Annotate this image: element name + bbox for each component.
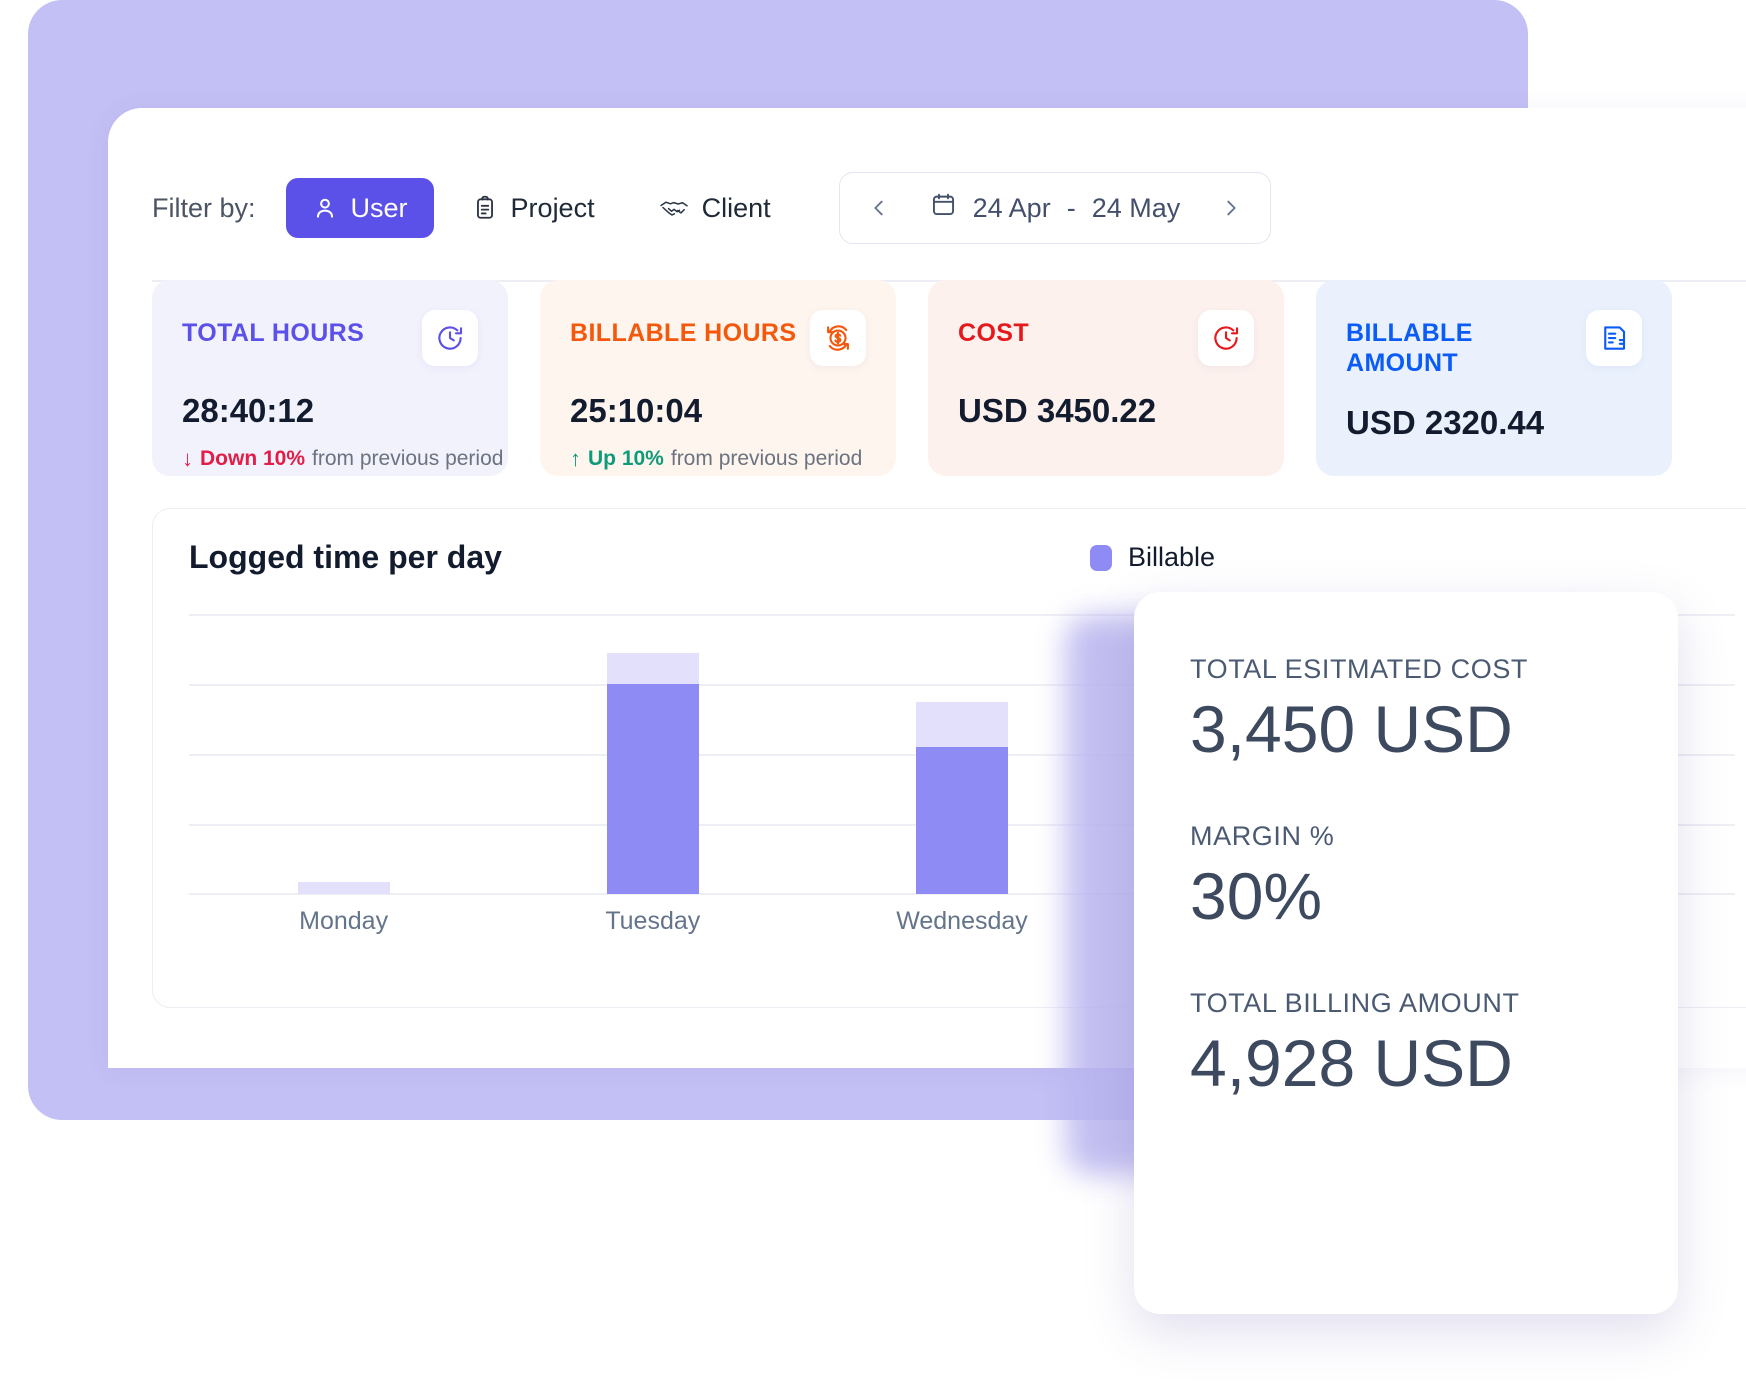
bar-stack[interactable]: [916, 701, 1008, 894]
kpi-row: TOTAL HOURS 28:40:12 ↓ Down 10% from pre…: [152, 280, 1746, 480]
kpi-trend: ↓ Down 10% from previous period: [182, 446, 503, 472]
filter-chip-client-label: Client: [701, 192, 771, 223]
kpi-card-billable-hours: BILLABLE HOURS 25:10:04 ↑ Up 10% from pr…: [540, 280, 896, 476]
gridline: [189, 684, 1735, 686]
popup-label: MARGIN %: [1190, 821, 1335, 851]
bar-column[interactable]: [189, 614, 498, 894]
kpi-title: COST: [958, 319, 1030, 347]
x-axis-label: Wednesday: [896, 907, 1028, 935]
date-range-start: 24 Apr: [972, 192, 1051, 223]
calendar-icon: [930, 191, 957, 225]
kpi-value: USD 2320.44: [1346, 404, 1545, 441]
popup-block-total-billing-amount: TOTAL BILLING AMOUNT 4,928 USD: [1190, 988, 1622, 1101]
kpi-trend-arrow: ↑: [570, 446, 581, 471]
chart-header: Logged time per day Billable: [153, 509, 1746, 576]
filter-bar: Filter by: User Project: [152, 160, 1722, 256]
chart-title: Logged time per day: [189, 539, 502, 575]
x-axis-label: Monday: [299, 907, 389, 935]
clipboard-icon: [472, 195, 498, 221]
bar-segment-non-billable[interactable]: [606, 652, 699, 684]
kpi-trend-rest: from previous period: [312, 447, 504, 470]
kpi-card-total-hours: TOTAL HOURS 28:40:12 ↓ Down 10% from pre…: [152, 280, 508, 476]
filter-chip-client[interactable]: Client: [633, 178, 797, 238]
chevron-left-icon[interactable]: [862, 191, 896, 225]
kpi-card-billable-amount: BILLABLE AMOUNT USD 2320.44: [1316, 280, 1672, 476]
bar-stack[interactable]: [606, 652, 699, 894]
kpi-card-cost: COST USD 3450.22: [928, 280, 1284, 476]
popup-value: 4,928 USD: [1190, 1026, 1513, 1100]
legend-swatch-billable: [1089, 544, 1112, 571]
kpi-trend: ↑ Up 10% from previous period: [570, 446, 866, 472]
popup-block-margin: MARGIN % 30%: [1190, 821, 1622, 934]
popup-label: TOTAL BILLING AMOUNT: [1190, 988, 1520, 1018]
clock-refresh-icon: [1198, 310, 1254, 366]
kpi-title: BILLABLE HOURS: [570, 319, 797, 347]
kpi-trend-delta: Down 10%: [200, 447, 306, 470]
chevron-right-icon[interactable]: [1214, 191, 1248, 225]
date-range-picker[interactable]: 24 Apr - 24 May: [838, 172, 1272, 244]
chart-legend: Billable: [1089, 542, 1215, 573]
kpi-trend-arrow: ↓: [182, 446, 193, 471]
invoice-icon: [1586, 310, 1642, 366]
popup-block-total-estimated-cost: TOTAL ESITMATED COST 3,450 USD: [1190, 654, 1622, 767]
bar-column[interactable]: [498, 614, 807, 894]
bar-segment-billable[interactable]: [606, 684, 699, 894]
kpi-trend-delta: Up 10%: [588, 447, 664, 470]
bar-stack[interactable]: [297, 881, 390, 894]
popup-label: TOTAL ESITMATED COST: [1190, 654, 1529, 684]
kpi-trend-rest: from previous period: [670, 447, 863, 470]
bar-column[interactable]: [807, 614, 1116, 894]
bar-segment-non-billable[interactable]: [916, 701, 1008, 747]
kpi-value: 28:40:12: [182, 392, 315, 429]
legend-label-billable: Billable: [1127, 542, 1215, 572]
bar-segment-billable[interactable]: [916, 747, 1008, 894]
bar-segment-non-billable[interactable]: [297, 881, 390, 894]
kpi-title: BILLABLE AMOUNT: [1346, 319, 1473, 377]
filter-chip-project-label: Project: [510, 192, 595, 223]
kpi-value: 25:10:04: [570, 392, 703, 429]
kpi-value: USD 3450.22: [958, 392, 1157, 429]
filter-by-label: Filter by:: [152, 192, 256, 223]
popup-value: 3,450 USD: [1190, 692, 1513, 766]
dollar-refresh-icon: [810, 310, 866, 366]
user-icon: [312, 195, 338, 221]
summary-popup-card: TOTAL ESITMATED COST 3,450 USD MARGIN % …: [1134, 592, 1678, 1314]
filter-chip-user-label: User: [350, 192, 408, 223]
date-range-end: 24 May: [1091, 192, 1181, 223]
popup-value: 30%: [1190, 859, 1323, 933]
clock-refresh-icon: [422, 310, 478, 366]
gridline: [189, 614, 1735, 616]
filter-chip-user[interactable]: User: [285, 178, 434, 238]
date-range-separator: -: [1066, 192, 1076, 223]
filter-chip-project[interactable]: Project: [446, 178, 621, 238]
x-axis-label: Tuesday: [605, 907, 701, 935]
kpi-title: TOTAL HOURS: [182, 319, 365, 347]
handshake-icon: [659, 195, 689, 221]
date-range-body[interactable]: 24 Apr - 24 May: [916, 191, 1195, 225]
